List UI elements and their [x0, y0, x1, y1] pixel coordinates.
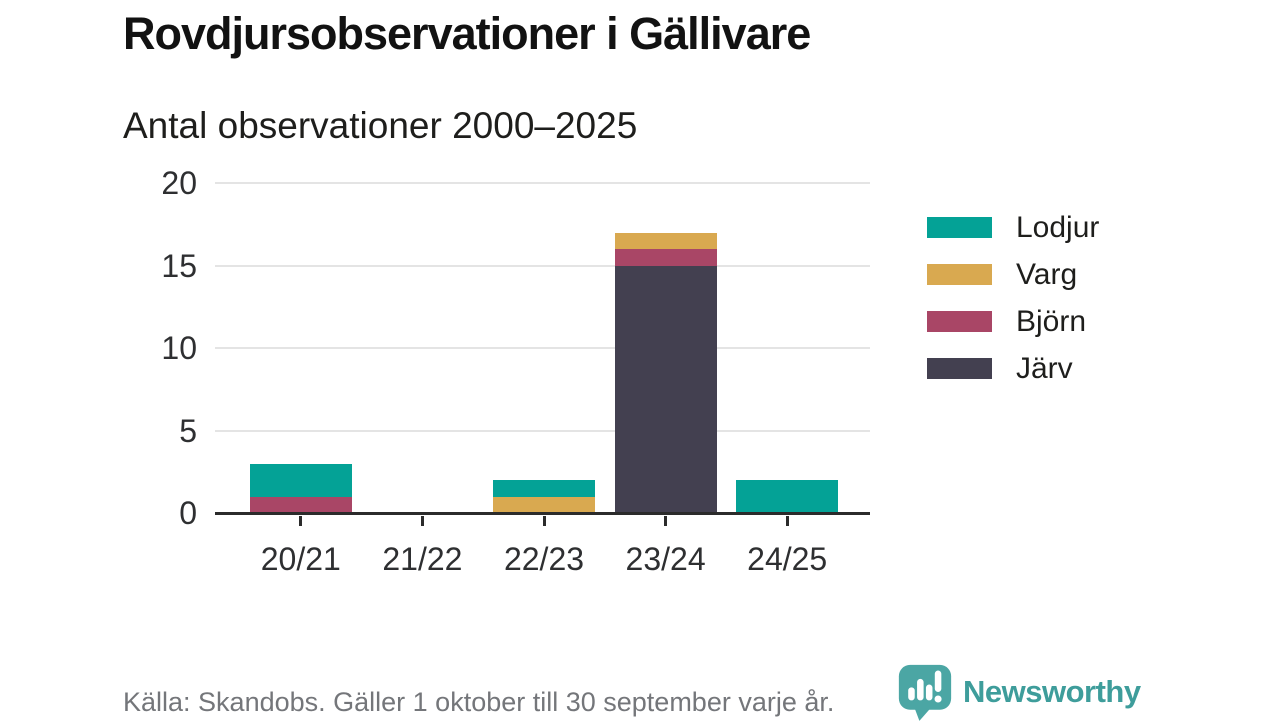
bar-24/25 — [736, 480, 839, 513]
bar-segment-lodjur — [249, 463, 352, 497]
plot-area: 0 5 10 15 20 20/21 21/22 22/23 23/24 24/25 — [161, 165, 870, 577]
y-tick-label: 0 — [179, 495, 197, 531]
bar-segment-järv — [614, 265, 717, 513]
legend-item-lodjur: Lodjur — [927, 211, 1100, 244]
gridline-5 — [215, 429, 870, 432]
legend-item-björn: Björn — [927, 305, 1099, 338]
gridline-10 — [215, 347, 870, 349]
bar-22/23 — [493, 480, 595, 513]
legend-swatch — [927, 358, 992, 379]
x-tick-label: 20/21 — [260, 541, 341, 577]
legend-item-varg: Varg — [927, 258, 1099, 291]
bar-segment-varg — [614, 232, 717, 249]
bar-segment-björn — [249, 496, 352, 513]
y-tick-label: 15 — [161, 247, 197, 284]
newsworthy-logo-icon — [898, 664, 952, 721]
legend-label: Varg — [1016, 258, 1078, 291]
newsworthy-logo: Newsworthy — [897, 663, 1141, 721]
gridline-20 — [215, 182, 870, 184]
chart-subtitle: Antal observationer 2000–2025 — [123, 105, 638, 146]
y-tick-label: 10 — [161, 330, 197, 366]
x-tick — [299, 516, 303, 526]
chart-title: Rovdjursobservationer i Gällivare — [123, 8, 811, 59]
y-tick-label: 20 — [161, 165, 197, 201]
legend-item-järv: Järv — [927, 352, 1099, 385]
legend: Lodjur Varg Björn Järv — [927, 211, 1100, 405]
bar-segment-varg — [493, 496, 595, 513]
legend-label: Björn — [1016, 305, 1087, 338]
x-tick-label: 23/24 — [625, 541, 706, 577]
x-tick — [420, 516, 424, 526]
x-axis-line — [215, 512, 870, 515]
x-tick — [664, 516, 668, 526]
legend-swatch — [927, 311, 992, 332]
legend-swatch — [927, 217, 992, 238]
bar-segment-lodjur — [736, 480, 839, 513]
newsworthy-brand-name: Newsworthy — [963, 674, 1141, 709]
bar-segment-björn — [614, 249, 717, 266]
gridline-15 — [215, 264, 870, 267]
x-tick — [785, 516, 789, 526]
legend-label: Järv — [1016, 352, 1073, 385]
bar-20/21 — [249, 463, 352, 513]
bar-23/24 — [614, 232, 717, 513]
x-tick-label: 22/23 — [503, 541, 585, 577]
x-tick-label: 21/22 — [382, 541, 463, 577]
x-tick — [542, 516, 546, 526]
x-tick-label: 24/25 — [747, 541, 828, 577]
legend-label: Lodjur — [1016, 211, 1100, 244]
source-note: Källa: Skandobs. Gäller 1 oktober till 3… — [123, 687, 835, 717]
y-tick-label: 5 — [179, 412, 197, 449]
legend-swatch — [927, 264, 992, 285]
bar-segment-lodjur — [493, 480, 595, 497]
